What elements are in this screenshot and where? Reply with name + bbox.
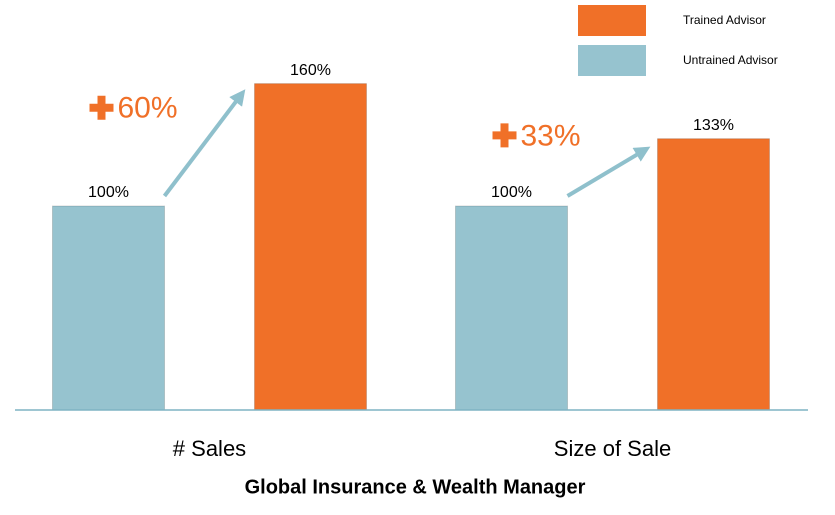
value-label: 100% — [491, 184, 532, 201]
x-tick-label: # Sales — [173, 436, 246, 461]
value-label: 160% — [290, 62, 331, 79]
x-tick-label: Size of Sale — [554, 436, 671, 461]
legend-label: Trained Advisor — [683, 13, 766, 27]
value-label: 100% — [88, 184, 129, 201]
bar — [52, 205, 165, 411]
annotation: 33% — [521, 119, 581, 152]
legend-swatch — [578, 45, 646, 76]
bar — [455, 205, 568, 411]
legend-swatch — [578, 5, 646, 36]
bar — [657, 138, 770, 411]
chart-title: Global Insurance & Wealth Manager — [245, 476, 586, 498]
arrow — [162, 89, 246, 198]
bar — [254, 83, 367, 411]
arrow — [566, 146, 651, 198]
annotation: 60% — [118, 92, 178, 125]
value-label: 133% — [693, 117, 734, 134]
plus-icon — [89, 95, 114, 120]
plus-icon — [492, 123, 517, 148]
legend-label: Untrained Advisor — [683, 53, 778, 67]
